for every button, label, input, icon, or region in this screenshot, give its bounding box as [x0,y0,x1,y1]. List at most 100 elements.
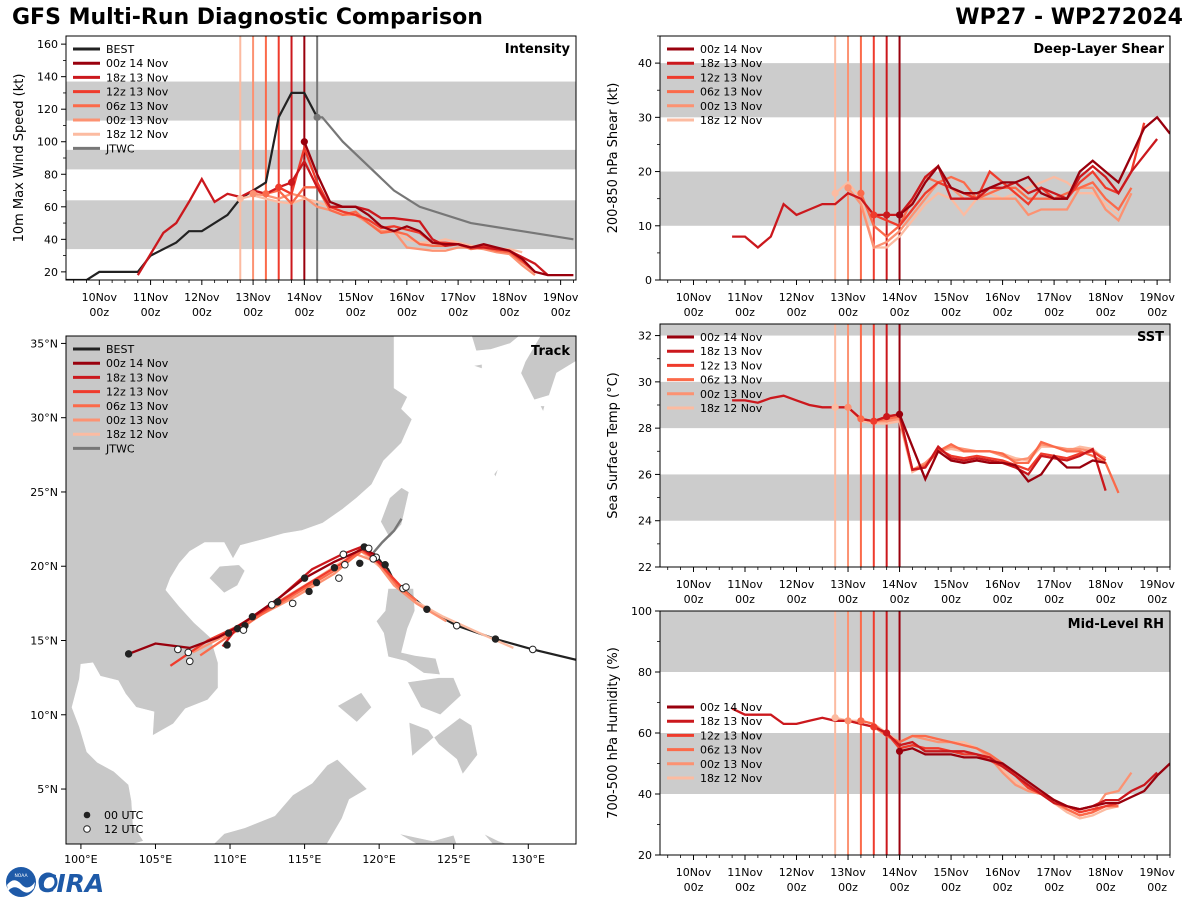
run-init-point [895,747,904,755]
x-tick-label: 10Nov [676,866,712,879]
x-tick-label: 00z [1044,593,1064,606]
run-init-point [831,189,839,197]
marker-12utc [267,601,276,609]
x-tick-label: 16Nov [985,291,1021,304]
x-tick-label: 00z [448,306,468,319]
sst-panel: 10Nov 00z 11Nov 00z 12Nov 00z 13Nov 00z 14Nov 00z… [606,323,1175,606]
run-init-point [844,403,852,411]
legend-label: 18z 13 Nov [700,715,763,728]
x-tick-label: 00z [397,306,417,319]
land-mass [398,833,458,844]
run-init-point [870,723,878,731]
y-tick-label: 20 [638,849,652,862]
y-tick-label: 25°N [30,486,58,499]
legend-label: 18z 12 Nov [700,114,763,127]
run-init-point [857,717,865,725]
run-series-line [732,394,1107,491]
x-tick-label: 19Nov [543,291,579,304]
x-tick-label: 19Nov [1139,291,1175,304]
y-tick-label: 30 [638,376,652,389]
run-init-point [895,410,904,418]
x-tick-label: 17Nov [1036,578,1072,591]
x-tick-label: 12Nov [779,578,815,591]
x-tick-label: 00z [787,306,807,319]
land-mass [375,588,441,676]
y-tick-label: 60 [44,201,58,214]
x-tick-label: 00z [941,593,961,606]
cira-logo-text: CIRA [38,869,104,898]
x-tick-label: 12Nov [184,291,220,304]
x-tick-label: 00z [141,306,161,319]
x-tick-label: 110°E [213,853,246,866]
legend-label: 00z 13 Nov [700,388,763,401]
land-mass [208,564,246,594]
x-tick-label: 00z [1044,306,1064,319]
x-tick-label: 00z [1096,881,1116,894]
legend-label: 00z 14 Nov [106,357,169,370]
run-init-point [249,190,257,198]
x-tick-label: 115°E [288,853,321,866]
land-mass [408,717,478,775]
legend-label: BEST [106,343,134,356]
panel-title: SST [1137,330,1164,345]
marker-00utc [312,578,321,587]
x-tick-label: 16Nov [985,866,1021,879]
x-tick-label: 18Nov [1088,578,1124,591]
legend-label: 12z 13 Nov [700,71,763,84]
x-tick-label: 14Nov [882,866,918,879]
run-series-line [898,413,1106,483]
x-tick-label: 00z [993,306,1013,319]
intensity-panel: 10Nov 00z 11Nov 00z 12Nov 00z 13Nov 00z 14Nov 00z… [12,35,579,319]
rh-plot-area [660,611,1170,855]
x-tick-label: 15Nov [338,291,374,304]
x-tick-label: 00z [941,306,961,319]
x-tick-label: 14Nov [882,578,918,591]
threshold-band [660,324,1170,336]
run-init-point [831,714,839,722]
y-tick-label: 120 [37,103,58,116]
marker-00utc [330,564,339,572]
legend-label: 00z 14 Nov [106,57,169,70]
marker-12utc [239,626,248,634]
marker-12utc [452,621,461,630]
marker-12utc [339,550,348,559]
threshold-band [660,63,1170,118]
legend-label: JTWC [105,442,135,455]
legend-label: 18z 12 Nov [700,402,763,415]
y-tick-label: 32 [638,330,652,343]
panel-title: Deep-Layer Shear [1033,42,1164,57]
x-tick-label: 00z [993,593,1013,606]
legend-label: 00z 14 Nov [700,331,763,344]
land-mass [493,468,499,478]
legend-label: 06z 13 Nov [700,744,763,757]
x-tick-label: 00z [890,306,910,319]
y-tick-label: 20 [44,266,58,279]
y-tick-label: 30°N [30,412,58,425]
run-init-point [262,190,270,198]
y-tick-label: 28 [638,422,652,435]
land-mass [380,487,410,539]
y-tick-label: 20°N [30,560,58,573]
run-init-point [275,183,283,191]
x-tick-label: 00z [499,306,519,319]
marker-00utc [305,587,313,596]
legend-label: 12z 13 Nov [106,386,169,399]
land-mass [483,833,508,844]
track-plot-area [66,336,576,844]
y-axis-label: 10m Max Wind Speed (kt) [12,74,27,243]
noaa-logo-text: NOAA [14,873,28,879]
x-tick-label: 00z [838,593,858,606]
legend-label: 00z 14 Nov [700,701,763,714]
x-tick-label: 17Nov [1036,866,1072,879]
x-tick-label: 18Nov [1088,291,1124,304]
rh-panel: 10Nov 00z 11Nov 00z 12Nov 00z 13Nov 00z 14Nov 00z… [606,605,1175,894]
y-axis-label: 200-850 hPa Shear (kt) [606,83,621,234]
x-tick-label: 00z [1044,881,1064,894]
x-tick-label: 00z [1147,593,1167,606]
x-tick-label: 00z [1096,593,1116,606]
x-tick-label: 00z [294,306,314,319]
x-tick-label: 11Nov [727,866,763,879]
marker-legend-label: 12 UTC [104,823,144,836]
x-tick-label: 19Nov [1139,866,1175,879]
